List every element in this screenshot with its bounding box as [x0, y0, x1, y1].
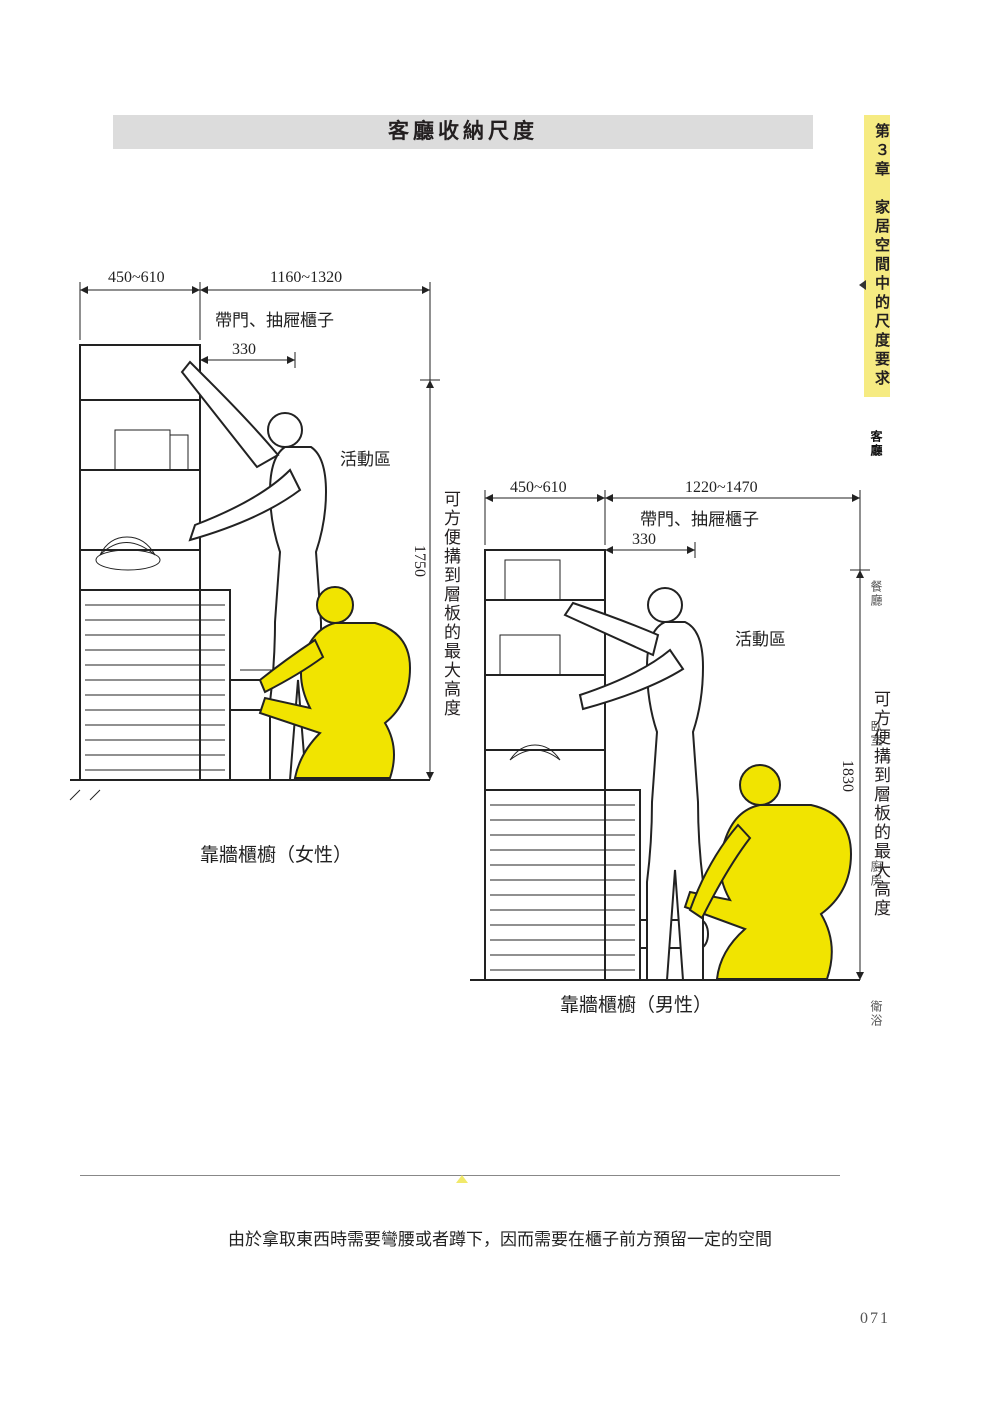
label-door-m: 帶門、抽屜櫃子 — [640, 510, 759, 529]
dim-door-m: 330 — [632, 531, 656, 548]
height-label-m: 可方便搆到層板的最大高度 — [868, 690, 893, 918]
page-title: 客廳收納尺度 — [113, 115, 813, 149]
diagram-area: 450~610 1160~1320 帶門、抽屜櫃子 330 活動區 1750 可… — [60, 260, 880, 1050]
footer-caption: 由於拿取東西時需要彎腰或者蹲下，因而需要在櫃子前方預留一定的空間 — [0, 1225, 1000, 1250]
dim-cabw-m: 450~610 — [510, 480, 567, 496]
page-number: 071 — [860, 1310, 890, 1328]
caption-female: 靠牆櫃櫥（女性） — [200, 840, 352, 867]
diagram-male: 450~610 1220~1470 帶門、抽屜櫃子 330 活動區 1830 可… — [460, 480, 870, 1050]
diagram-female: 450~610 1160~1320 帶門、抽屜櫃子 330 活動區 1750 可… — [60, 260, 460, 830]
dim-door-f: 330 — [232, 341, 256, 358]
dim-clear-f: 1160~1320 — [270, 269, 342, 286]
label-activity-m: 活動區 — [735, 630, 786, 649]
height-num-f: 1750 — [410, 545, 428, 577]
dim-clear-m: 1220~1470 — [685, 480, 758, 496]
dim-cabw-f: 450~610 — [108, 269, 165, 286]
caption-male: 靠牆櫃櫥（男性） — [560, 990, 712, 1017]
label-door-f: 帶門、抽屜櫃子 — [215, 311, 334, 330]
height-num-m: 1830 — [838, 760, 856, 792]
label-activity-f: 活動區 — [340, 450, 391, 469]
footer-marker-icon — [456, 1175, 468, 1183]
